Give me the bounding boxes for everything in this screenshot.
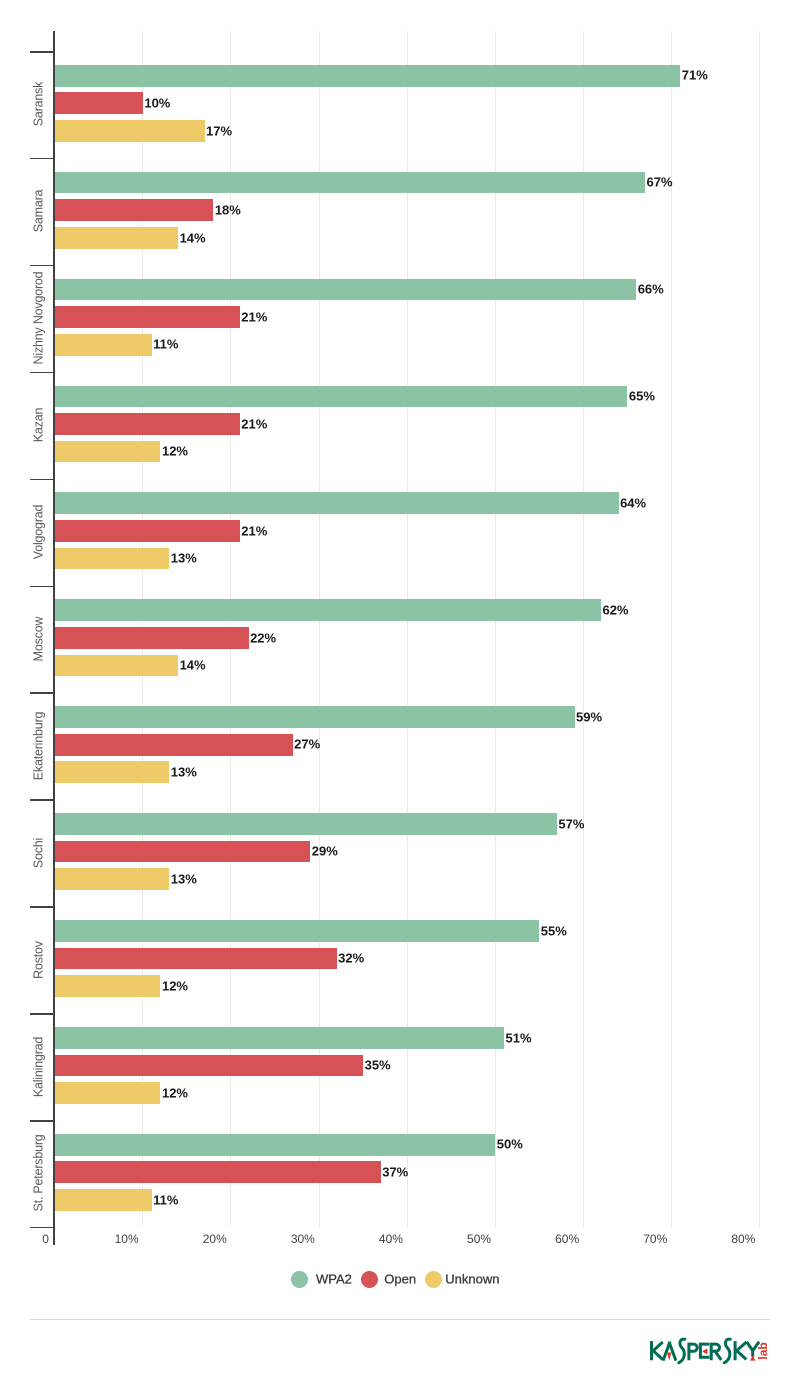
svg-text:lab: lab [756, 1342, 770, 1359]
